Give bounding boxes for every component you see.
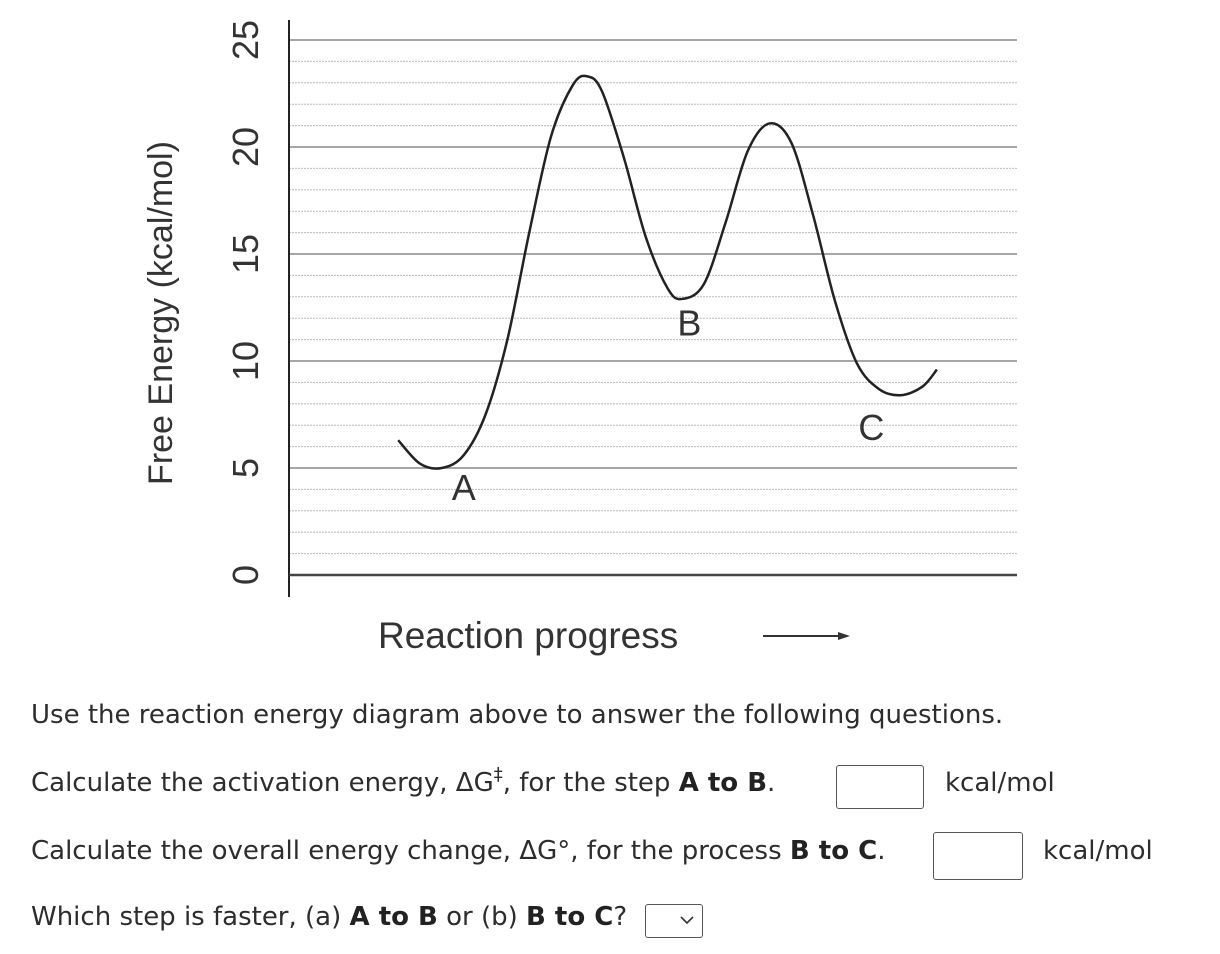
intro-label: Use the reaction energy diagram above to… [31, 700, 1004, 730]
state-label-b: B [677, 302, 701, 343]
intro-text: Use the reaction energy diagram above to… [31, 700, 1003, 730]
q3-prefix: Which step is faster, (a) [31, 902, 350, 932]
energy-change-input[interactable] [933, 832, 1023, 880]
q2-end: . [877, 836, 886, 866]
y-tick-label: 5 [225, 458, 266, 478]
question-2: Calculate the overall energy change, ΔG°… [31, 836, 885, 866]
grid-lines [289, 39, 1017, 576]
state-label-a: A [452, 467, 476, 508]
energy-curve [397, 74, 938, 470]
q1-end: . [767, 768, 776, 798]
y-tick-label: 20 [225, 127, 266, 167]
y-tick-label: 15 [225, 234, 266, 274]
x-axis-label: Reaction progress [378, 615, 678, 656]
y-tick-label: 10 [225, 341, 266, 381]
question-3: Which step is faster, (a) A to B or (b) … [31, 902, 627, 932]
y-tick-label: 25 [225, 20, 266, 60]
q2-prefix: Calculate the overall energy change, ΔG°… [31, 836, 790, 866]
y-tick-labels: 0 5 10 15 20 25 [225, 20, 266, 585]
chevron-down-icon [680, 916, 694, 925]
state-label-c: C [858, 407, 884, 448]
q1-mid: , for the step [502, 768, 679, 798]
y-tick-label: 0 [225, 565, 266, 585]
question-1: Calculate the activation energy, ΔG‡, fo… [31, 764, 776, 798]
q3-mid: or (b) [437, 902, 527, 932]
q1-unit: kcal/mol [945, 768, 1055, 798]
y-axis-label: Free Energy (kcal/mol) [142, 141, 180, 485]
q1-step: A to B [678, 768, 768, 798]
q3-end: ? [613, 902, 628, 932]
q2-unit: kcal/mol [1043, 836, 1153, 866]
q3-option-a: A to B [349, 902, 438, 932]
activation-energy-input[interactable] [836, 765, 924, 809]
q3-option-b: B to C [526, 902, 614, 932]
x-axis-arrow [763, 632, 850, 640]
faster-step-select[interactable] [645, 904, 703, 938]
state-labels: A B C [452, 302, 885, 508]
q2-step: B to C [789, 836, 878, 866]
q1-prefix: Calculate the activation energy, ΔG [31, 768, 494, 798]
energy-diagram: 0 5 10 15 20 25 Free Energy (kcal/mol) Reacti… [142, 20, 1017, 656]
dagger-symbol: ‡ [493, 764, 503, 785]
